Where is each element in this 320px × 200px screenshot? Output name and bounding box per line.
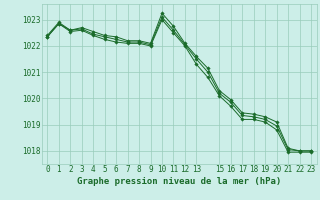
X-axis label: Graphe pression niveau de la mer (hPa): Graphe pression niveau de la mer (hPa) [77,177,281,186]
